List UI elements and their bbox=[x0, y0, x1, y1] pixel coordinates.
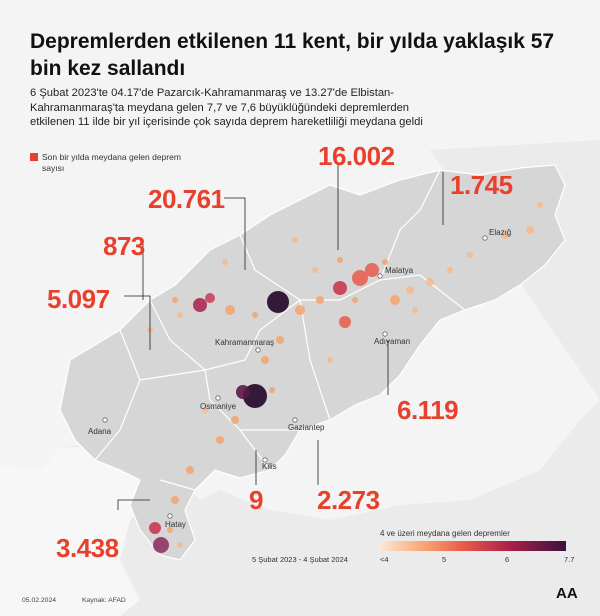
quake-dot bbox=[267, 291, 289, 313]
quake-dot bbox=[339, 316, 351, 328]
quake-dot bbox=[177, 312, 183, 318]
quake-dot bbox=[292, 237, 298, 243]
quake-dot bbox=[365, 263, 379, 277]
quake-dot bbox=[352, 297, 358, 303]
quake-dot bbox=[172, 297, 178, 303]
count-adiyaman: 6.119 bbox=[397, 395, 459, 425]
aa-logo: AA bbox=[556, 585, 578, 602]
city-label-osmaniye: Osmaniye bbox=[200, 402, 237, 411]
quake-dot bbox=[236, 385, 250, 399]
quake-dot bbox=[202, 407, 208, 413]
city-label-malatya: Malatya bbox=[385, 266, 414, 275]
quake-dot bbox=[426, 278, 434, 286]
quake-dot bbox=[467, 252, 473, 258]
legend-swatch-label: Son bir yılda meydana gelen deprem sayıs… bbox=[42, 152, 181, 173]
city-label-elazig: Elazığ bbox=[489, 228, 512, 237]
quake-dot bbox=[261, 356, 269, 364]
quake-dot bbox=[382, 259, 388, 265]
city-label-kahramanmaras: Kahramanmaraş bbox=[215, 338, 275, 347]
count-malatya: 16.002 bbox=[318, 141, 395, 171]
city-label-hatay: Hatay bbox=[165, 520, 186, 529]
page-subtitle: 6 Şubat 2023'te 04.17'de Pazarcık-Kahram… bbox=[30, 87, 423, 128]
leader-lines bbox=[117, 165, 444, 510]
gradient-tick: 7.7 bbox=[564, 555, 575, 564]
quake-dot bbox=[216, 436, 224, 444]
quake-dot bbox=[501, 231, 509, 239]
magnitude-gradient-bar bbox=[380, 541, 566, 551]
quake-dot bbox=[225, 305, 235, 315]
quake-dot bbox=[352, 270, 368, 286]
period-label: 5 Şubat 2023 - 4 Şubat 2024 bbox=[252, 555, 348, 564]
quake-dot bbox=[231, 416, 239, 424]
footer-source: Kaynak: AFAD bbox=[82, 597, 126, 604]
quake-dot bbox=[333, 281, 347, 295]
page-title: Depremlerden etkilenen 11 kent, bir yıld… bbox=[30, 30, 555, 80]
quake-dot bbox=[167, 527, 173, 533]
city-label-kilis: Kilis bbox=[262, 462, 277, 471]
city-label-gaziantep: Gaziantep bbox=[288, 423, 325, 432]
quake-dot bbox=[171, 496, 179, 504]
quake-dot bbox=[252, 312, 258, 318]
city-label-adiyaman: Adıyaman bbox=[374, 337, 411, 346]
quake-dots bbox=[147, 202, 543, 553]
city-markers bbox=[102, 235, 488, 519]
legend-swatch bbox=[30, 153, 38, 161]
sea bbox=[0, 445, 150, 616]
quake-dot bbox=[295, 305, 305, 315]
quake-dot bbox=[153, 537, 169, 553]
quake-dot bbox=[447, 267, 453, 273]
quake-dot bbox=[177, 542, 183, 548]
quake-dot bbox=[316, 296, 324, 304]
gradient-legend-title: 4 ve üzeri meydana gelen depremler bbox=[380, 529, 510, 538]
count-gaziantep: 2.273 bbox=[317, 485, 380, 515]
city-label-adana: Adana bbox=[88, 427, 112, 436]
quake-dot bbox=[222, 259, 228, 265]
count-kahramanmaras: 20.761 bbox=[148, 184, 225, 214]
count-adana: 5.097 bbox=[47, 284, 110, 314]
gradient-tick: 6 bbox=[505, 555, 510, 564]
quake-dot bbox=[312, 267, 318, 273]
count-hatay: 3.438 bbox=[56, 533, 119, 563]
province-borders bbox=[94, 169, 466, 491]
quake-dot bbox=[327, 357, 333, 363]
gradient-tick: <4 bbox=[380, 555, 389, 564]
footer-date: 05.02.2024 bbox=[22, 597, 57, 604]
quake-dot bbox=[526, 226, 534, 234]
count-kilis: 9 bbox=[249, 485, 263, 515]
quake-dot bbox=[269, 387, 275, 393]
count-elazig: 1.745 bbox=[450, 170, 513, 200]
quake-dot bbox=[186, 466, 194, 474]
quake-dot bbox=[193, 298, 207, 312]
quake-dot bbox=[276, 336, 284, 344]
quake-dot bbox=[537, 202, 543, 208]
quake-dot bbox=[337, 257, 343, 263]
affected-region bbox=[59, 164, 566, 561]
count-osmaniye: 873 bbox=[103, 231, 145, 261]
quake-dot bbox=[205, 293, 215, 303]
quake-dot bbox=[390, 295, 400, 305]
gradient-tick: 5 bbox=[442, 555, 447, 564]
quake-dot bbox=[149, 522, 161, 534]
quake-dot bbox=[412, 307, 418, 313]
quake-dot bbox=[406, 286, 414, 294]
